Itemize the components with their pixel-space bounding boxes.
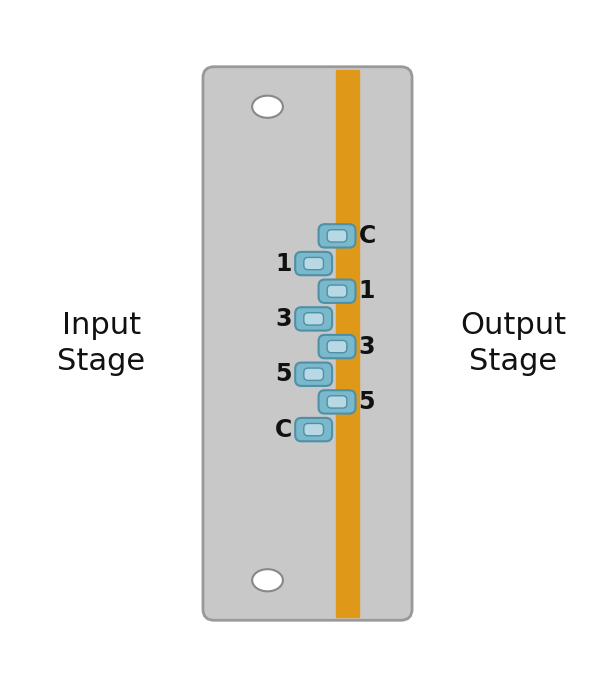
Text: 3: 3 — [276, 307, 292, 331]
Ellipse shape — [252, 95, 283, 117]
FancyBboxPatch shape — [319, 390, 355, 414]
FancyBboxPatch shape — [327, 341, 347, 352]
FancyBboxPatch shape — [319, 280, 355, 303]
Text: 1: 1 — [359, 279, 375, 303]
FancyBboxPatch shape — [327, 396, 347, 408]
Text: 5: 5 — [276, 362, 292, 386]
FancyBboxPatch shape — [295, 418, 332, 441]
FancyBboxPatch shape — [319, 335, 355, 358]
FancyBboxPatch shape — [295, 363, 332, 386]
FancyBboxPatch shape — [304, 423, 323, 436]
Text: 3: 3 — [359, 335, 375, 359]
FancyBboxPatch shape — [203, 67, 412, 620]
FancyBboxPatch shape — [295, 252, 332, 275]
Text: 1: 1 — [276, 251, 292, 275]
FancyBboxPatch shape — [295, 307, 332, 330]
FancyBboxPatch shape — [304, 258, 323, 270]
FancyBboxPatch shape — [327, 229, 347, 242]
FancyBboxPatch shape — [327, 285, 347, 297]
Text: C: C — [275, 418, 292, 442]
Text: 5: 5 — [359, 390, 375, 414]
FancyBboxPatch shape — [319, 224, 355, 247]
Text: Output
Stage: Output Stage — [461, 311, 566, 376]
FancyBboxPatch shape — [304, 313, 323, 325]
Bar — [336, 70, 359, 617]
Text: C: C — [359, 224, 376, 248]
Ellipse shape — [252, 570, 283, 592]
FancyBboxPatch shape — [304, 368, 323, 381]
Text: Input
Stage: Input Stage — [57, 311, 146, 376]
